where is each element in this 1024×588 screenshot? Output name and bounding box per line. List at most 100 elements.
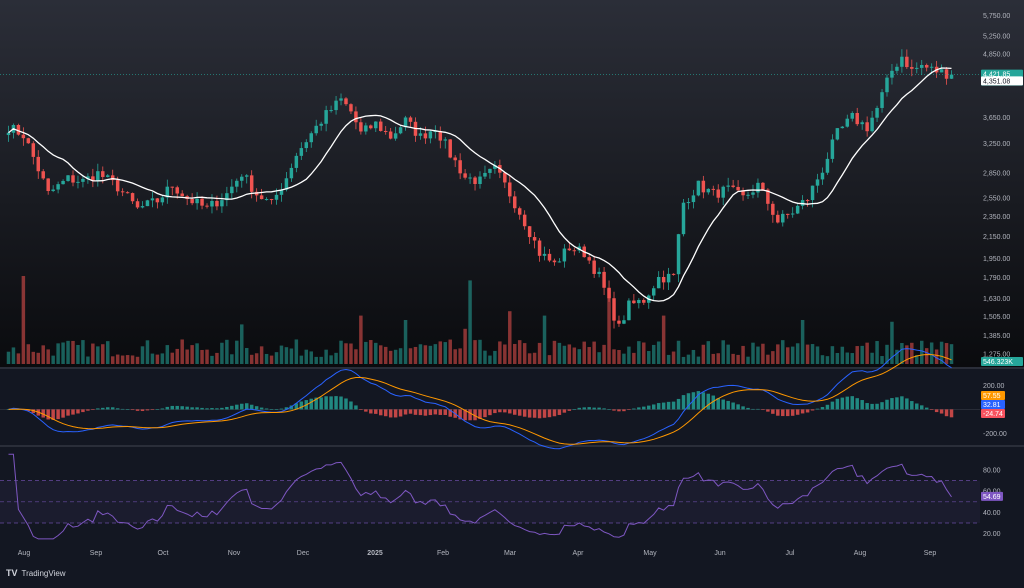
volume-bar [344,343,348,364]
volume-bar [269,355,274,364]
candle [597,271,601,274]
macd-axis-tick: -200.00 [983,431,1007,438]
macd-histogram-bar [552,409,557,417]
volume-bar [220,342,224,364]
volume-bar [582,341,586,364]
candle [800,200,805,206]
signal-line [8,353,952,445]
volume-bar [547,355,552,364]
candle [130,193,135,202]
volume-bar [875,341,879,364]
macd-histogram-bar [547,409,552,418]
volume-bar [378,345,383,364]
candle [115,180,120,192]
candle [230,186,234,194]
time-axis-tick: Aug [18,550,31,557]
macd-histogram-bar [324,396,328,410]
volume-bar [81,340,85,364]
volume-bar [592,341,596,364]
macd-histogram-bar [408,409,413,414]
volume-bar [522,343,527,364]
macd-histogram-bar [160,408,165,410]
volume-bar [259,346,264,364]
candle [274,194,279,200]
volume-bar [671,351,676,364]
time-axis-tick: Mar [504,550,517,557]
price-axis-tick: 2,350.00 [983,214,1010,221]
macd-histogram-bar [890,398,894,410]
candle [423,133,428,139]
macd-histogram-bar [428,409,433,416]
macd-histogram-bar [676,398,681,410]
volume-bar [602,344,606,364]
candle [795,205,800,214]
volume-bar [180,339,184,364]
volume-bar [76,344,80,364]
candle [71,175,75,183]
volume-bar [125,355,130,364]
candle [86,176,90,179]
brand-logo[interactable]: TV TradingView [6,568,66,578]
volume-bar [483,350,487,364]
candle [850,113,854,119]
volume-bar [225,339,229,364]
candle [835,128,840,140]
candle [895,66,899,71]
candle [215,200,219,207]
volume-bar [91,343,95,364]
macd-histogram-bar [647,405,651,410]
macd-histogram-bar [170,405,175,410]
candle [438,131,443,141]
macd-histogram-bar [939,409,944,414]
volume-bar [428,345,433,364]
macd-histogram-bar [195,407,199,410]
candle [16,124,21,135]
volume-bar [463,328,467,364]
volume-bar [200,349,204,364]
candle [264,199,269,201]
rsi-value-tag [981,491,1003,501]
macd-histogram-bar [135,409,140,411]
macd-histogram-bar [527,409,532,418]
macd-histogram-bar [761,409,765,411]
volume-bar [642,342,646,364]
macd-histogram-bar [91,409,95,411]
volume-bar [632,352,636,364]
price-axis-tick: 1,275.00 [983,351,1010,358]
macd-histogram-bar [855,398,859,410]
macd-histogram-bar [756,408,760,410]
rsi-series [0,453,980,540]
macd-histogram-bar [61,409,65,418]
candle [691,195,696,203]
candle [686,202,691,204]
macd-histogram-bar [334,396,338,410]
macd-histogram-bar [349,401,353,410]
candle [334,100,338,111]
macd-histogram-bar [805,409,810,413]
volume-bar [895,349,899,364]
macd-histogram-bar [825,404,830,410]
volume-bar [468,280,472,364]
volume-bar [949,344,954,364]
volume-bar [185,349,189,364]
volume-bar [716,353,720,364]
volume-bar [929,342,934,364]
volume-bar [766,354,770,364]
price-panel-bg [0,0,1024,367]
candle [458,160,462,174]
volume-bar [150,353,155,364]
macd-histogram-bar [398,409,403,417]
volume-bar [21,276,26,364]
candle [741,190,745,196]
macd-histogram-bar [771,409,775,414]
candle [195,198,199,204]
candle [259,195,264,200]
volume-bar [542,315,547,364]
macd-histogram-bar [513,409,517,415]
macd-histogram-bar [185,406,189,410]
macd-histogram-bar [915,403,919,410]
volume-bar [756,346,760,364]
volume-bar [944,343,949,364]
macd-histogram-bar [592,407,596,410]
